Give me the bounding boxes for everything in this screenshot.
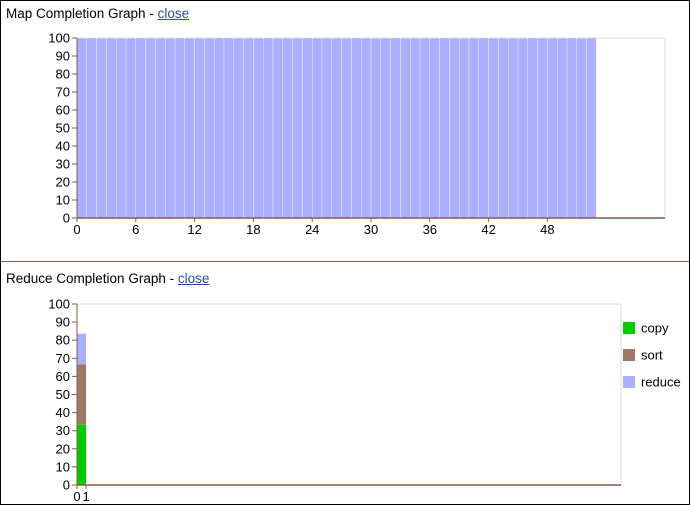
map-y-tick-label: 70 (56, 85, 70, 100)
map-y-tick-label: 100 (48, 31, 70, 46)
map-close-link[interactable]: close (157, 6, 190, 21)
map-y-tick-label: 10 (56, 193, 70, 208)
map-graph-title: Map Completion Graph - (6, 6, 158, 21)
reduce-y-tick-label: 80 (56, 333, 70, 348)
map-x-tick-label: 36 (423, 222, 437, 237)
reduce-y-tick-label: 100 (48, 297, 70, 312)
reduce-y-tick-label: 30 (56, 423, 70, 438)
map-y-tick-label: 20 (56, 175, 70, 190)
reduce-y-tick-label: 40 (56, 405, 70, 420)
reduce-y-tick-label: 90 (56, 315, 70, 330)
reduce-bar-copy (77, 424, 87, 485)
reduce-x-tick-label: 1 (82, 489, 89, 504)
map-y-tick-label: 50 (56, 121, 70, 136)
legend-swatch-reduce (623, 376, 635, 388)
map-x-tick-label: 12 (187, 222, 201, 237)
map-y-tick-label: 0 (63, 211, 70, 226)
map-y-tick-label: 80 (56, 67, 70, 82)
map-x-tick-label: 6 (132, 222, 139, 237)
map-y-tick-label: 30 (56, 157, 70, 172)
reduce-y-tick-label: 70 (56, 351, 70, 366)
map-x-tick-label: 18 (246, 222, 260, 237)
reduce-y-tick-label: 50 (56, 387, 70, 402)
reduce-y-tick-label: 60 (56, 369, 70, 384)
reduce-close-link[interactable]: close (177, 271, 210, 286)
legend-label-sort: sort (641, 348, 663, 363)
section-divider (1, 261, 689, 262)
reduce-x-tick-label: 0 (73, 489, 80, 504)
map-x-tick-label: 42 (481, 222, 495, 237)
reduce-plot-frame (76, 303, 622, 486)
map-graph-header: Map Completion Graph - close (6, 6, 189, 22)
map-y-tick-label: 90 (56, 49, 70, 64)
map-x-tick-label: 0 (73, 222, 80, 237)
reduce-y-tick-label: 0 (63, 478, 70, 493)
reduce-bar-sort (77, 364, 87, 425)
map-x-tick-label: 24 (305, 222, 319, 237)
reduce-y-tick-label: 20 (56, 441, 70, 456)
map-y-tick-label: 60 (56, 103, 70, 118)
map-y-tick-label: 40 (56, 139, 70, 154)
legend-swatch-sort (623, 349, 635, 361)
map-x-tick-label: 48 (540, 222, 554, 237)
reduce-y-tick-label: 10 (56, 459, 70, 474)
map-x-tick-label: 30 (364, 222, 378, 237)
legend-label-reduce: reduce (641, 375, 681, 390)
legend-swatch-copy (623, 322, 635, 334)
legend-label-copy: copy (641, 321, 669, 336)
reduce-graph-header: Reduce Completion Graph - close (6, 271, 209, 287)
reduce-graph-title: Reduce Completion Graph - (6, 271, 178, 286)
reduce-bar-reduce (77, 333, 87, 365)
